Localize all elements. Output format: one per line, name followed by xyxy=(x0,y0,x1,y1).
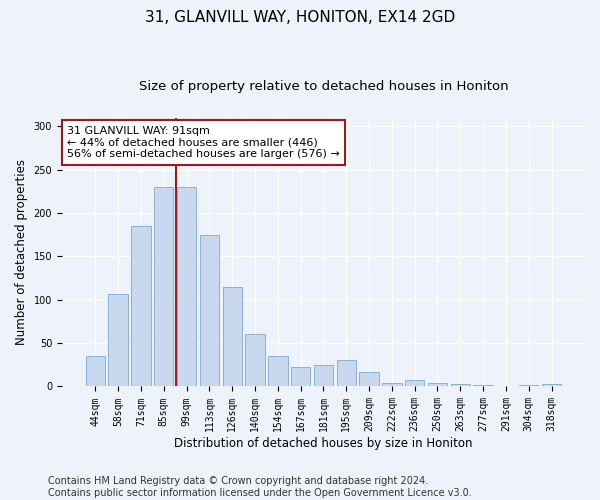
Bar xyxy=(291,366,310,386)
Text: Contains HM Land Registry data © Crown copyright and database right 2024.
Contai: Contains HM Land Registry data © Crown c… xyxy=(48,476,472,498)
Bar xyxy=(519,384,538,386)
Text: 31, GLANVILL WAY, HONITON, EX14 2GD: 31, GLANVILL WAY, HONITON, EX14 2GD xyxy=(145,10,455,25)
Bar xyxy=(268,356,287,386)
Bar xyxy=(542,384,561,386)
X-axis label: Distribution of detached houses by size in Honiton: Distribution of detached houses by size … xyxy=(174,437,473,450)
Y-axis label: Number of detached properties: Number of detached properties xyxy=(15,159,28,345)
Bar xyxy=(109,294,128,386)
Bar xyxy=(200,235,219,386)
Bar xyxy=(223,287,242,386)
Bar xyxy=(177,187,196,386)
Bar xyxy=(428,383,447,386)
Bar xyxy=(314,365,333,386)
Bar xyxy=(154,187,173,386)
Text: 31 GLANVILL WAY: 91sqm
← 44% of detached houses are smaller (446)
56% of semi-de: 31 GLANVILL WAY: 91sqm ← 44% of detached… xyxy=(67,126,340,159)
Bar xyxy=(131,226,151,386)
Bar xyxy=(86,356,105,386)
Bar xyxy=(337,360,356,386)
Bar xyxy=(359,372,379,386)
Bar xyxy=(405,380,424,386)
Bar xyxy=(473,384,493,386)
Bar xyxy=(245,334,265,386)
Bar xyxy=(382,383,401,386)
Bar xyxy=(451,384,470,386)
Title: Size of property relative to detached houses in Honiton: Size of property relative to detached ho… xyxy=(139,80,508,93)
